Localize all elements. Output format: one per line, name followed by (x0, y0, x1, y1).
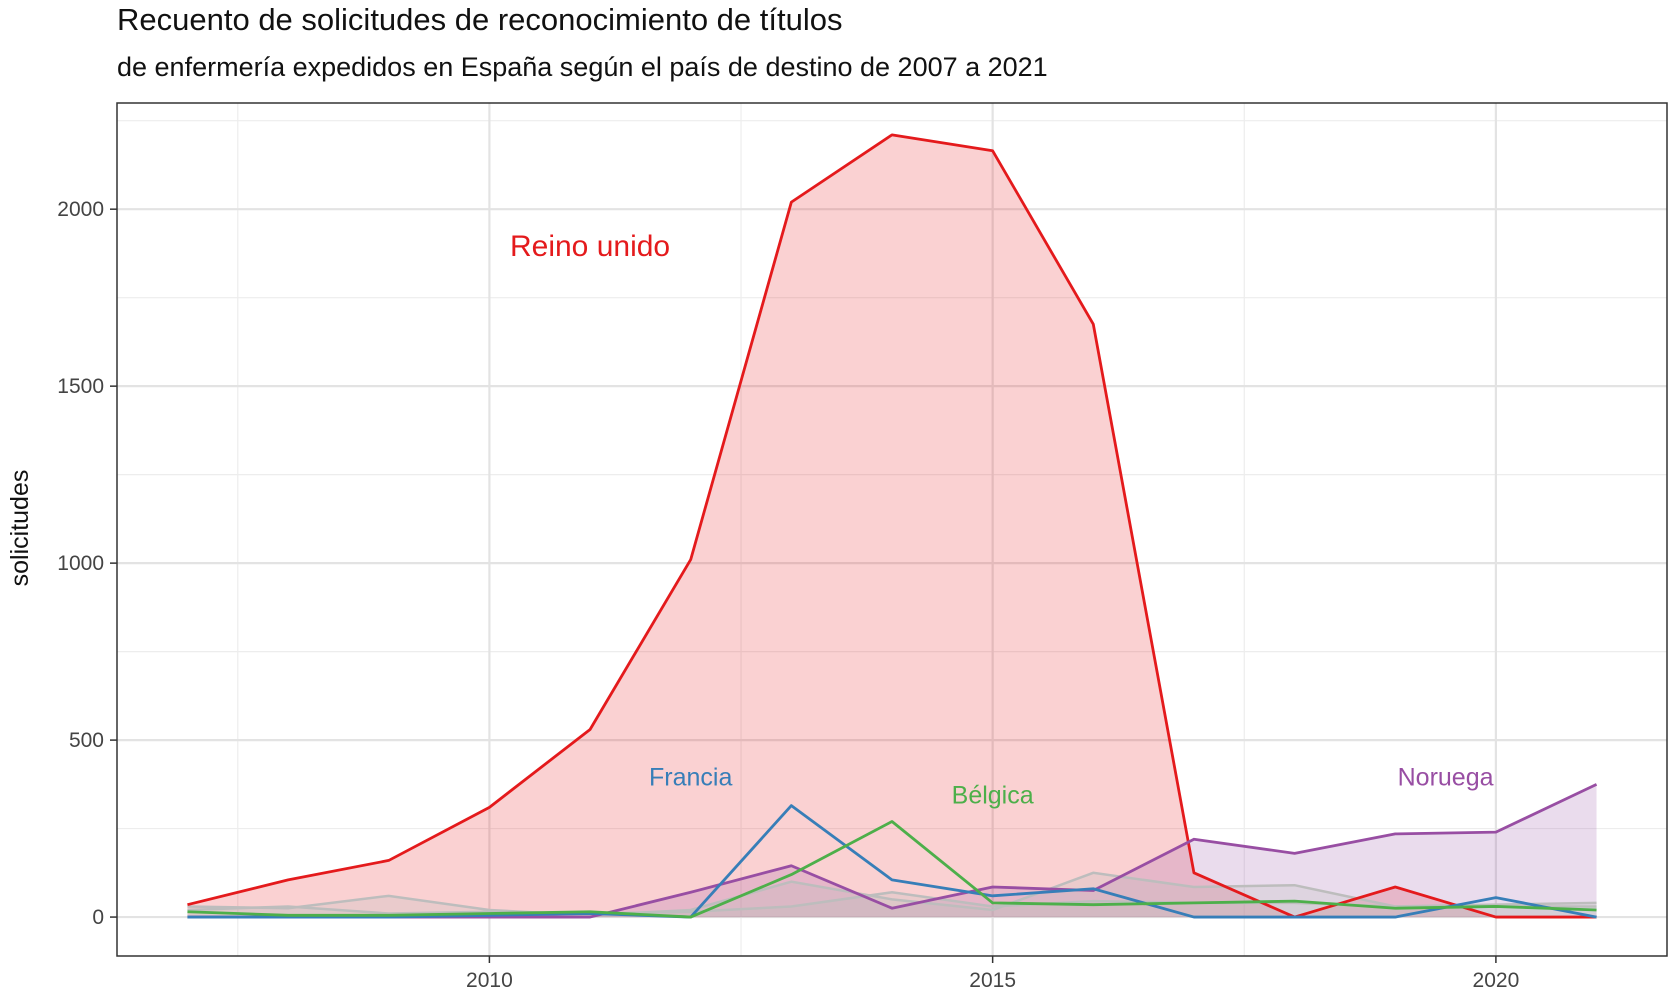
area-other-0 (187, 872, 1597, 918)
panel-border (116, 102, 1668, 957)
line-belgica (187, 820, 1597, 919)
line-reino-unido (187, 133, 1597, 919)
line-francia (187, 804, 1597, 919)
annotation-francia: Francia (649, 764, 732, 792)
x-tick-label: 2020 (1473, 969, 1520, 992)
line-other-0 (187, 871, 1597, 917)
chart-title: Recuento de solicitudes de reconocimient… (117, 2, 843, 37)
x-tick-label: 2010 (466, 969, 513, 992)
annotation-reino-unido: Reino unido (510, 230, 670, 263)
series-areas (187, 134, 1597, 918)
axis-ticks: 0 500 1000 1500 2000 2010 2015 2020 (57, 198, 1519, 992)
area-other-1 (187, 892, 1597, 918)
y-tick-label: 1000 (57, 552, 104, 575)
chart-subtitle: de enfermería expedidos en España según … (117, 52, 1048, 82)
annotation-noruega: Noruega (1398, 764, 1494, 792)
annotation-belgica: Bélgica (952, 781, 1034, 809)
y-tick-label: 0 (92, 906, 104, 929)
y-tick-label: 500 (69, 729, 104, 752)
area-reino-unido (187, 134, 1597, 918)
annotations: Reino unido Francia Bélgica Noruega (510, 230, 1494, 809)
y-tick-label: 2000 (57, 198, 104, 221)
y-tick-label: 1500 (57, 375, 104, 398)
series-lines (187, 133, 1598, 919)
y-axis-label: solicitudes (6, 470, 34, 587)
grid (117, 103, 1667, 956)
area-noruega (187, 784, 1597, 918)
x-tick-label: 2015 (969, 969, 1016, 992)
